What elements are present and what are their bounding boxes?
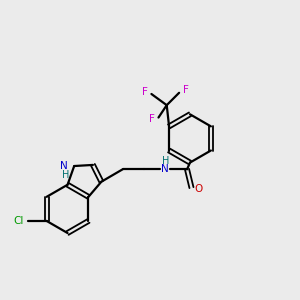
Text: N: N [60, 161, 68, 171]
Text: H: H [62, 170, 70, 180]
Text: F: F [149, 114, 155, 124]
Text: N: N [161, 164, 169, 174]
Text: F: F [142, 87, 148, 97]
Text: H: H [162, 155, 169, 166]
Text: Cl: Cl [14, 216, 24, 226]
Text: F: F [183, 85, 188, 95]
Text: O: O [195, 184, 203, 194]
